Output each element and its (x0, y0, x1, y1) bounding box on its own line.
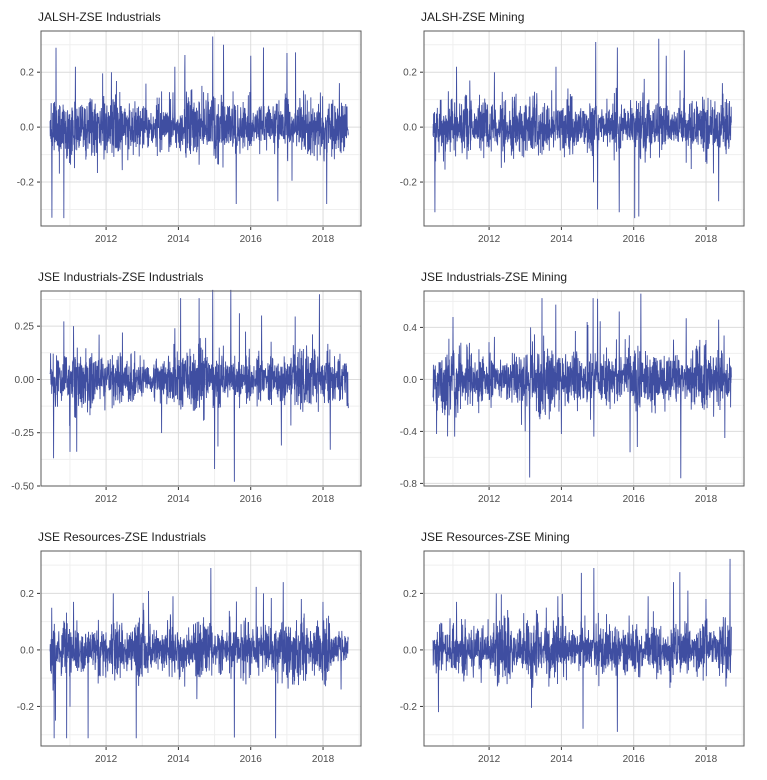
chart-panel: JSE Industrials-ZSE Mining 0.4 0.0 -0.4 -0.… (383, 260, 767, 520)
x-tick-label: 2012 (478, 234, 501, 245)
x-tick-label: 2016 (240, 754, 263, 765)
y-tick-label: -0.2 (17, 178, 35, 189)
plot-svg: 0.2 0.0 -0.2 2012 2014 2016 2018 (400, 550, 745, 765)
x-tick-label: 2014 (167, 234, 190, 245)
x-tick-label: 2016 (623, 234, 646, 245)
x-tick-label: 2016 (623, 494, 646, 505)
series-line (432, 293, 732, 479)
series-line (49, 567, 349, 739)
y-tick-label: 0.0 (20, 645, 34, 656)
y-tick-label: 0.2 (403, 68, 417, 79)
panel-border (423, 550, 745, 747)
x-tick-label: 2018 (312, 234, 335, 245)
x-tick-label: 2012 (478, 494, 501, 505)
y-tick-label: 0.2 (20, 589, 34, 600)
y-tick-label: -0.50 (11, 482, 34, 493)
plot-svg: 0.2 0.0 -0.2 2012 2014 2016 2018 (400, 30, 745, 245)
plot-svg: 0.4 0.0 -0.4 -0.8 2012 2014 2016 2018 (400, 290, 745, 505)
panel-title: JSE Resources-ZSE Mining (421, 530, 570, 544)
x-tick-label: 2014 (550, 754, 573, 765)
series-line (432, 38, 732, 219)
x-tick-label: 2014 (550, 234, 573, 245)
panel-border (40, 30, 362, 227)
chart-panel: JALSH-ZSE Industrials 0.2 0.0 -0.2 2012 2014… (0, 0, 383, 260)
panel-border (423, 30, 745, 227)
x-tick-label: 2018 (312, 754, 335, 765)
plot-svg: 0.25 0.00 -0.25 -0.50 2012 2014 2016 2018 (11, 289, 362, 505)
panel-title: JSE Resources-ZSE Industrials (38, 530, 207, 544)
y-tick-label: 0.00 (15, 375, 35, 386)
chart-panel: JSE Resources-ZSE Industrials 0.2 0.0 -0.2… (0, 520, 383, 780)
x-tick-label: 2018 (695, 754, 718, 765)
x-tick-label: 2012 (95, 494, 118, 505)
series-line (49, 289, 349, 482)
y-tick-label: 0.0 (403, 645, 417, 656)
y-tick-label: 0.25 (15, 322, 35, 333)
chart-panel: JSE Industrials-ZSE Industrials 0.25 0.00… (0, 260, 383, 520)
series-line (432, 558, 732, 732)
y-tick-label: 0.4 (403, 323, 417, 334)
x-tick-label: 2014 (550, 494, 573, 505)
x-tick-label: 2016 (240, 234, 263, 245)
x-tick-label: 2014 (167, 754, 190, 765)
chart-panel: JSE Resources-ZSE Mining 0.2 0.0 -0.2 2012 2… (383, 520, 767, 780)
x-tick-label: 2018 (695, 494, 718, 505)
y-tick-label: 0.2 (403, 589, 417, 600)
panel-border (40, 550, 362, 747)
x-tick-label: 2016 (240, 494, 263, 505)
x-tick-label: 2018 (312, 494, 335, 505)
y-tick-label: -0.2 (400, 178, 418, 189)
chart-panel: JALSH-ZSE Mining 0.2 0.0 -0.2 2012 2014 2016 2… (383, 0, 767, 260)
series-line (49, 36, 349, 219)
x-tick-label: 2018 (695, 234, 718, 245)
panel-title: JSE Industrials-ZSE Industrials (38, 270, 204, 284)
panel-title: JALSH-ZSE Mining (421, 10, 525, 24)
plot-svg: 0.2 0.0 -0.2 2012 2014 2016 2018 (17, 30, 362, 245)
y-tick-label: -0.8 (400, 479, 418, 490)
x-tick-label: 2012 (95, 234, 118, 245)
panel-border (40, 290, 362, 487)
y-tick-label: -0.25 (11, 428, 34, 439)
y-tick-label: -0.2 (17, 702, 35, 713)
panel-title: JSE Industrials-ZSE Mining (421, 270, 568, 284)
y-tick-label: 0.0 (20, 123, 34, 134)
x-tick-label: 2016 (623, 754, 646, 765)
y-tick-label: 0.0 (403, 375, 417, 386)
x-tick-label: 2012 (478, 754, 501, 765)
x-tick-label: 2012 (95, 754, 118, 765)
plot-svg: 0.2 0.0 -0.2 2012 2014 2016 2018 (17, 550, 362, 765)
y-tick-label: 0.0 (403, 123, 417, 134)
y-tick-label: -0.4 (400, 427, 418, 438)
panel-title: JALSH-ZSE Industrials (38, 10, 161, 24)
panel-border (423, 290, 745, 487)
y-tick-label: 0.2 (20, 68, 34, 79)
y-tick-label: -0.2 (400, 702, 418, 713)
x-tick-label: 2014 (167, 494, 190, 505)
